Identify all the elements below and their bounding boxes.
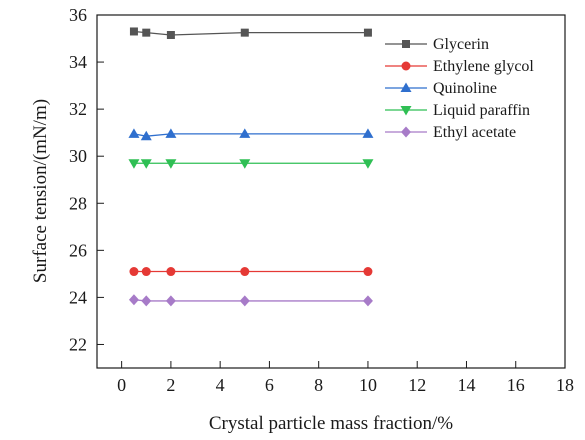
data-point-glycerin <box>142 28 151 37</box>
legend: Glycerin Ethylene glycol Quinoline Liquid p… <box>385 36 534 141</box>
data-point-ethyl-acetate <box>239 295 250 307</box>
legend-marker <box>402 40 410 48</box>
x-tick-label: 0 <box>117 375 126 395</box>
series-quinoline <box>128 128 374 141</box>
data-point-liquid-paraffin <box>128 159 140 169</box>
y-tick-label: 32 <box>69 99 87 119</box>
data-point-glycerin <box>363 28 372 37</box>
series-ethyl-acetate <box>128 294 373 307</box>
data-point-quinoline <box>165 128 177 138</box>
data-point-ethylene-glycol <box>166 267 176 277</box>
x-tick-label: 8 <box>314 375 323 395</box>
data-point-quinoline <box>128 128 140 138</box>
legend-entry-ethylene-glycol: Ethylene glycol <box>385 58 534 75</box>
legend-marker <box>401 126 411 138</box>
x-tick-label: 12 <box>408 375 426 395</box>
plot-frame <box>96 14 566 369</box>
y-tick-label: 26 <box>69 240 87 260</box>
legend-marker <box>401 61 411 71</box>
series-layer <box>128 27 374 307</box>
data-point-ethyl-acetate <box>128 294 139 306</box>
data-point-ethylene-glycol <box>129 267 139 277</box>
legend-label: Ethylene glycol <box>433 58 534 75</box>
data-point-glycerin <box>166 31 175 40</box>
x-axis-title: Crystal particle mass fraction/% <box>209 413 453 434</box>
data-point-ethyl-acetate <box>362 295 373 307</box>
legend-entry-ethyl-acetate: Ethyl acetate <box>385 124 516 141</box>
data-point-ethyl-acetate <box>141 295 152 307</box>
data-point-quinoline <box>362 128 374 138</box>
legend-label: Quinoline <box>433 80 497 97</box>
legend-label: Glycerin <box>433 36 489 53</box>
y-tick-label: 30 <box>69 146 87 166</box>
y-tick-label: 22 <box>69 334 87 354</box>
y-axis-title: Surface tension/(mN/m) <box>30 99 51 283</box>
legend-entry-quinoline: Quinoline <box>385 80 497 97</box>
data-point-ethylene-glycol <box>141 267 151 277</box>
legend-marker <box>400 106 412 116</box>
y-axis-ticks: 22 24 26 28 30 32 34 36 <box>69 5 104 354</box>
x-tick-label: 14 <box>457 375 475 395</box>
legend-entry-liquid-paraffin: Liquid paraffin <box>385 102 530 119</box>
data-point-liquid-paraffin <box>165 159 177 169</box>
data-point-ethylene-glycol <box>363 267 373 277</box>
series-glycerin <box>129 27 372 40</box>
x-tick-label: 4 <box>216 375 225 395</box>
legend-label: Ethyl acetate <box>433 124 516 141</box>
legend-label: Liquid paraffin <box>433 102 530 119</box>
legend-marker <box>400 82 412 92</box>
data-point-ethyl-acetate <box>165 295 176 307</box>
x-tick-label: 10 <box>359 375 377 395</box>
x-tick-label: 6 <box>265 375 274 395</box>
y-tick-label: 34 <box>69 52 87 72</box>
x-tick-label: 16 <box>507 375 525 395</box>
y-tick-label: 24 <box>69 287 87 307</box>
data-point-liquid-paraffin <box>140 159 152 169</box>
data-point-quinoline <box>140 130 152 141</box>
data-point-liquid-paraffin <box>239 159 251 169</box>
series-liquid-paraffin <box>128 159 374 169</box>
y-tick-label: 28 <box>69 193 87 213</box>
data-point-liquid-paraffin <box>362 159 374 169</box>
data-point-glycerin <box>240 28 249 37</box>
x-tick-label: 18 <box>556 375 574 395</box>
x-axis-ticks: 0 2 4 6 8 10 12 14 16 18 <box>117 361 574 395</box>
data-point-ethylene-glycol <box>240 267 250 277</box>
x-tick-label: 2 <box>166 375 175 395</box>
data-point-glycerin <box>129 27 138 36</box>
legend-entry-glycerin: Glycerin <box>385 36 489 53</box>
series-ethylene-glycol <box>129 267 373 277</box>
data-point-quinoline <box>239 128 251 138</box>
y-tick-label: 36 <box>69 5 87 25</box>
